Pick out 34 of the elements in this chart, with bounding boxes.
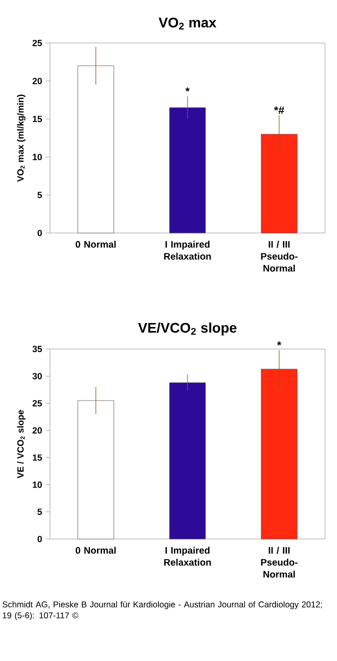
- y-tick-label: 10: [32, 482, 42, 488]
- y-axis-title: VO$_{2}$ max (ml/kg/min): [17, 94, 26, 182]
- y-tick-label: 5: [38, 508, 42, 515]
- y-axis-title: VE / VCO$_{2}$ slope: [17, 410, 26, 478]
- x-tick-label: I Impaired Relaxation: [164, 546, 211, 566]
- bar: [78, 66, 114, 234]
- annotation: *#: [274, 106, 284, 114]
- x-tick-label: II / III Pseudo-Normal: [261, 240, 298, 272]
- y-tick-label: 35: [32, 346, 42, 352]
- x-tick-label: 0 Normal: [76, 546, 116, 554]
- y-tick-label: 20: [32, 78, 42, 84]
- y-tick-label: 30: [32, 372, 42, 380]
- text: Schmidt AG, Pieske B Journal für Kardiologie - Austrian Journal of Cardiology 2012; 19 (5-6): 107-117 ©: [2, 601, 322, 620]
- y-tick-label: 25: [32, 400, 42, 406]
- y-tick-label: 5: [38, 192, 42, 198]
- annotation: *: [185, 87, 190, 92]
- bar: [78, 400, 114, 540]
- annotation: *: [277, 341, 282, 346]
- bar: [260, 368, 298, 540]
- bar: [169, 107, 206, 234]
- y-tick-label: 0: [38, 536, 42, 542]
- y-tick-label: 20: [32, 427, 42, 434]
- bar: [260, 134, 298, 234]
- chart-title: VE/VCO$_{2}$ slope: [138, 322, 236, 336]
- bar: [169, 382, 206, 540]
- y-tick-label: 15: [32, 454, 42, 461]
- y-tick-label: 25: [32, 40, 42, 46]
- y-tick-label: 0: [38, 230, 42, 236]
- chart-title: VO$_{2}$ max: [158, 18, 216, 30]
- x-tick-label: I Impaired Relaxation: [164, 240, 211, 260]
- x-tick-label: 0 Normal: [76, 240, 116, 248]
- x-tick-label: II / III Pseudo-Normal: [261, 546, 298, 578]
- y-tick-label: 15: [32, 116, 42, 122]
- y-tick-label: 10: [32, 154, 42, 160]
